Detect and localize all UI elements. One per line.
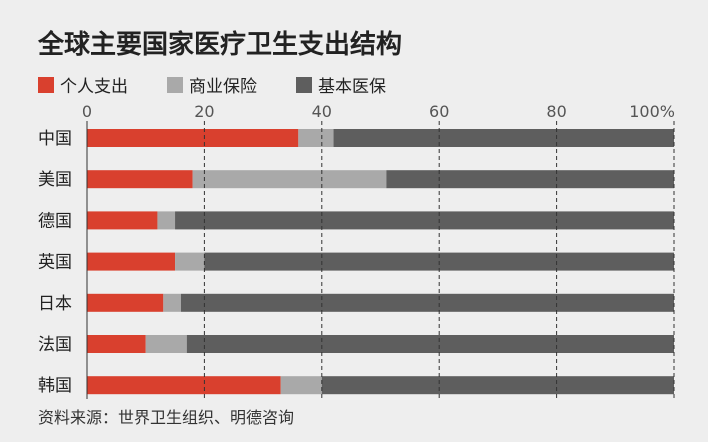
x-axis-ticks: 0 20 40 60 80 100%: [82, 102, 675, 121]
category-label-6: 法国: [38, 335, 72, 355]
category-label-5: 日本: [38, 294, 72, 314]
legend-label-basic: 基本医保: [318, 77, 386, 97]
bar-row-6-series-2: [145, 335, 187, 353]
bar-row-3-series-3: [175, 211, 675, 230]
legend-swatch-commercial: [167, 77, 183, 93]
category-label-7: 韩国: [38, 376, 72, 396]
legend-label-commercial: 商业保险: [189, 77, 257, 97]
legend-label-personal: 个人支出: [60, 77, 128, 97]
chart-title: 全球主要国家医疗卫生支出结构: [37, 29, 402, 60]
legend: 个人支出 商业保险 基本医保: [38, 77, 386, 97]
bar-row-2-series-3: [386, 170, 674, 189]
bar-row-6-series-3: [186, 335, 675, 353]
x-tick-label-1: 0: [82, 102, 92, 121]
bar-row-1-series-1: [87, 129, 299, 147]
category-label-2: 美国: [38, 170, 72, 190]
legend-swatch-basic: [296, 77, 312, 93]
bar-row-5-series-1: [87, 293, 164, 312]
category-label-3: 德国: [38, 211, 72, 231]
bar-row-5-series-3: [180, 293, 675, 312]
x-tick-label-3: 40: [312, 102, 332, 121]
bar-row-2-series-1: [87, 170, 193, 189]
bar-row-5-series-2: [163, 293, 181, 312]
x-tick-label-4: 60: [429, 102, 449, 121]
bar-row-6-series-1: [87, 335, 146, 353]
gridlines: [86, 121, 675, 399]
bar-row-7-series-3: [321, 376, 674, 395]
bar-row-4-series-1: [87, 252, 176, 271]
x-tick-label-5: 80: [546, 102, 566, 121]
bar-row-3-series-2: [157, 211, 176, 230]
bar-row-4-series-2: [175, 252, 205, 271]
x-tick-label-2: 20: [194, 102, 214, 121]
legend-swatch-personal: [38, 77, 54, 93]
bar-row-2-series-2: [192, 170, 387, 189]
bar-row-7-series-1: [87, 376, 281, 395]
bar-row-1-series-3: [333, 129, 674, 147]
category-label-4: 英国: [38, 253, 72, 273]
bar-row-7-series-2: [280, 376, 322, 395]
source-note: 资料来源：世界卫生组织、明德咨询: [38, 408, 294, 427]
category-label-1: 中国: [38, 129, 72, 149]
x-tick-label-6: 100%: [629, 102, 675, 121]
bar-row-1-series-2: [298, 129, 334, 147]
bar-row-3-series-1: [87, 211, 158, 230]
